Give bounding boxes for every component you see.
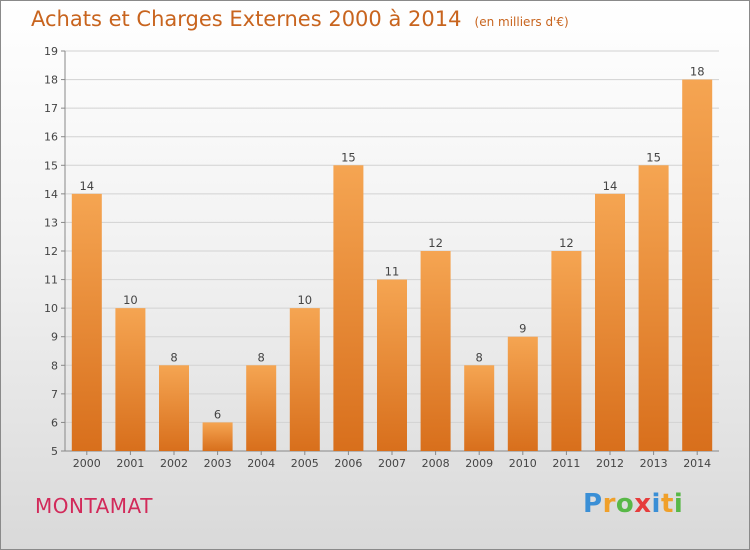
x-tick-label: 2009 [465,457,493,470]
brand-letter: i [651,489,661,519]
x-tick-label: 2012 [596,457,624,470]
data-label: 11 [385,265,400,279]
x-tick-label: 2005 [291,457,319,470]
bar [507,336,538,451]
x-tick-label: 2002 [160,457,188,470]
y-tick-label: 14 [44,188,58,201]
bar [115,308,146,451]
y-tick-label: 6 [51,416,58,429]
bars [71,79,713,452]
data-label: 12 [559,236,574,250]
x-tick-label: 2004 [247,457,275,470]
x-tick-label: 2014 [683,457,711,470]
commune-name: MONTAMAT [35,494,153,518]
data-label: 8 [170,350,177,364]
chart-subtitle: (en milliers d'€) [474,15,569,29]
data-label: 10 [123,293,138,307]
bar [289,308,320,451]
y-tick-label: 15 [44,159,58,172]
data-label: 6 [214,407,221,421]
x-tick-label: 2010 [509,457,537,470]
x-tick-labels: 2000 2001 2002 2003 2004 2005 2006 2007 2008 2009… [73,457,711,470]
y-tick-label: 8 [51,359,58,372]
data-label: 15 [646,150,661,164]
bar [682,79,713,452]
data-label: 8 [476,350,483,364]
y-tick-label: 12 [44,245,58,258]
x-tick-label: 2008 [422,457,450,470]
data-label: 14 [79,179,94,193]
chart-title: Achats et Charges Externes 2000 à 2014 [31,7,462,31]
y-tick-label: 16 [44,131,58,144]
y-tick-label: 7 [51,388,58,401]
bar [420,251,451,451]
y-tick-label: 9 [51,331,58,344]
x-tick-label: 2003 [204,457,232,470]
data-label: 8 [258,350,265,364]
bar [551,251,582,451]
bar [159,365,189,451]
brand-letter: t [660,489,674,519]
brand-letter: i [673,489,684,519]
x-tick-label: 2000 [73,457,101,470]
data-label: 14 [603,179,618,193]
x-tick-label: 2006 [334,457,362,470]
bar [638,165,669,452]
data-label: 9 [519,322,526,336]
bar [595,193,625,451]
brand-letter: x [634,489,652,519]
brand-letter: o [615,489,635,519]
x-tick-label: 2007 [378,457,406,470]
x-tick-label: 2001 [116,457,144,470]
y-tick-label: 10 [44,302,58,315]
y-tick-label: 13 [44,216,58,229]
brand-letter: r [602,489,616,519]
title-line: Achats et Charges Externes 2000 à 2014 (… [31,7,569,31]
brand-logo: Proxiti [583,489,683,519]
bar [377,279,407,451]
bar [464,365,495,451]
y-tick-label: 18 [44,74,58,87]
y-tick-label: 5 [51,445,58,458]
data-label: 12 [428,236,443,250]
x-tick-label: 2013 [640,457,668,470]
y-tick-label: 11 [44,274,58,287]
bar [202,422,233,451]
x-tick-label: 2011 [552,457,580,470]
brand-letter: P [583,489,603,519]
data-label: 15 [341,150,356,164]
data-label: 10 [297,293,312,307]
y-tick-label: 17 [44,102,58,115]
y-tick-label: 19 [44,45,58,58]
bar [246,365,277,451]
data-labels: 14 10 8 6 8 10 15 11 12 8 9 12 14 15 18 [79,65,704,422]
bar [333,165,364,452]
y-tick-labels: 5 6 7 8 9 10 11 12 13 14 15 16 17 18 19 [44,45,58,458]
data-label: 18 [690,65,705,79]
bar [71,193,102,451]
